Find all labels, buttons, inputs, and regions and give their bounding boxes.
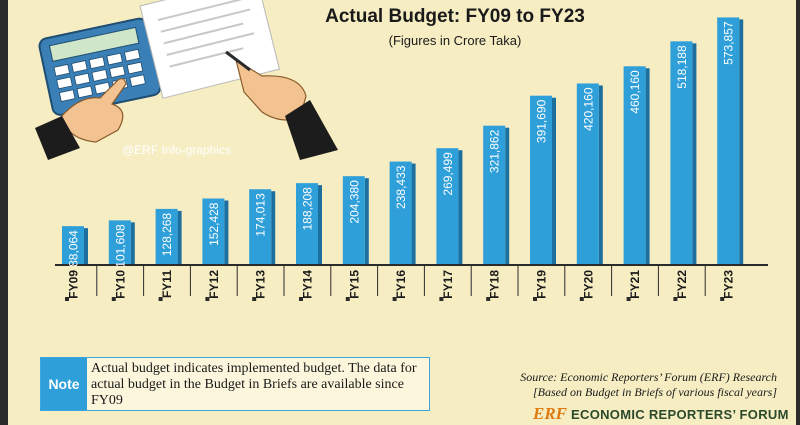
tick-marker-FY16: [392, 297, 397, 301]
bar-FY12: [202, 198, 225, 264]
value-label-FY18: 321,862: [488, 129, 502, 173]
tick-marker-FY12: [205, 297, 210, 301]
bar-side-FY17: [458, 150, 463, 264]
bar-side-FY13: [271, 191, 276, 264]
source-line-1: Source: Economic Reporters’ Forum (ERF) …: [520, 370, 777, 384]
bar-side-FY16: [411, 163, 416, 264]
bar-side-FY19: [552, 97, 556, 265]
bar-FY14: [296, 183, 318, 264]
value-label-FY09: 88,064: [67, 230, 81, 267]
logo-text: ECONOMIC REPORTERS’ FORUM: [571, 406, 789, 422]
value-label-FY19: 391,690: [535, 99, 549, 143]
bar-side-FY09: [84, 228, 88, 264]
tick-label-FY18: FY18: [488, 270, 502, 299]
hand-left-icon: [35, 78, 127, 160]
tick-label-FY10: FY10: [113, 270, 127, 299]
tick-label-FY14: FY14: [301, 270, 315, 299]
tick-marker-FY14: [299, 297, 303, 301]
bar-FY16: [389, 161, 412, 264]
bar-side-FY15: [364, 178, 369, 264]
note-box: Note Actual budget indicates implemented…: [40, 357, 430, 411]
bar-side-FY14: [318, 185, 322, 264]
value-label-FY23: 573,857: [722, 21, 736, 65]
tick-marker-FY17: [439, 297, 444, 301]
bar-side-FY12: [224, 200, 229, 264]
watermark: @ERF Info-graphics: [122, 143, 231, 157]
erf-logo: ERF ECONOMIC REPORTERS’ FORUM: [533, 404, 789, 424]
source-note: Source: Economic Reporters’ Forum (ERF) …: [432, 370, 777, 400]
tick-label-FY11: FY11: [160, 270, 174, 298]
value-label-FY22: 518,188: [675, 45, 689, 89]
bar-side-FY18: [505, 127, 510, 264]
note-label: Note: [41, 358, 87, 410]
bar-FY11: [155, 208, 178, 264]
value-label-FY17: 269,499: [441, 152, 455, 196]
tick-label-FY20: FY20: [581, 270, 595, 299]
value-label-FY20: 420,160: [581, 87, 595, 131]
tick-marker-FY23: [720, 297, 725, 301]
bar-FY15: [342, 176, 365, 264]
tick-marker-FY11: [158, 297, 163, 301]
hand-right-icon: [225, 50, 338, 160]
bar-FY18: [483, 125, 506, 264]
bar-FY21: [623, 66, 646, 264]
bar-FY10: [108, 220, 131, 264]
bar-side-FY22: [692, 43, 697, 264]
tick-marker-FY09: [65, 297, 69, 301]
tick-label-FY22: FY22: [675, 270, 689, 299]
bar-FY19: [530, 95, 552, 265]
tick-label-FY21: FY21: [628, 270, 642, 299]
tick-marker-FY20: [579, 297, 584, 301]
value-label-FY16: 238,433: [394, 165, 408, 209]
tick-label-FY16: FY16: [394, 270, 408, 299]
value-label-FY15: 204,380: [347, 180, 361, 224]
value-label-FY12: 152,428: [207, 202, 221, 246]
value-label-FY13: 174,013: [254, 193, 268, 237]
bar-side-FY21: [645, 68, 650, 264]
tick-marker-FY13: [252, 297, 257, 301]
tick-label-FY19: FY19: [535, 270, 549, 299]
tick-label-FY23: FY23: [722, 270, 736, 299]
bar-FY09: [62, 226, 84, 264]
bar-side-FY10: [130, 222, 135, 264]
bar-FY17: [436, 148, 459, 264]
tick-label-FY12: FY12: [207, 270, 221, 299]
tick-label-FY13: FY13: [254, 270, 268, 299]
tick-marker-FY15: [345, 297, 350, 301]
source-line-2: [Based on Budget in Briefs of various fi…: [533, 385, 777, 399]
bar-FY22: [670, 41, 693, 264]
calculator-icon: [38, 17, 162, 116]
bar-side-FY23: [739, 19, 744, 264]
tick-marker-FY21: [626, 297, 631, 301]
value-label-FY11: 128,268: [160, 213, 174, 257]
logo-mark: ERF: [533, 404, 568, 423]
chart-subtitle: (Figures in Crore Taka): [388, 33, 522, 48]
tick-marker-FY10: [111, 297, 116, 301]
value-label-FY10: 101,608: [113, 224, 127, 268]
value-label-FY21: 460,160: [628, 70, 642, 114]
tick-marker-FY18: [486, 297, 491, 301]
chart-title: Actual Budget: FY09 to FY23: [325, 6, 585, 27]
tick-marker-FY22: [673, 297, 678, 301]
note-text: Actual budget indicates implemented budg…: [91, 361, 417, 408]
tick-label-FY09: FY09: [67, 270, 81, 299]
tick-marker-FY19: [533, 297, 537, 301]
value-label-FY14: 188,208: [301, 187, 315, 231]
bar-side-FY11: [177, 210, 182, 264]
tick-label-FY17: FY17: [441, 270, 455, 299]
bar-side-FY20: [598, 85, 603, 264]
bar-FY23: [717, 17, 740, 264]
bar-FY20: [576, 83, 599, 264]
bar-FY13: [249, 189, 272, 264]
tick-label-FY15: FY15: [347, 270, 361, 299]
